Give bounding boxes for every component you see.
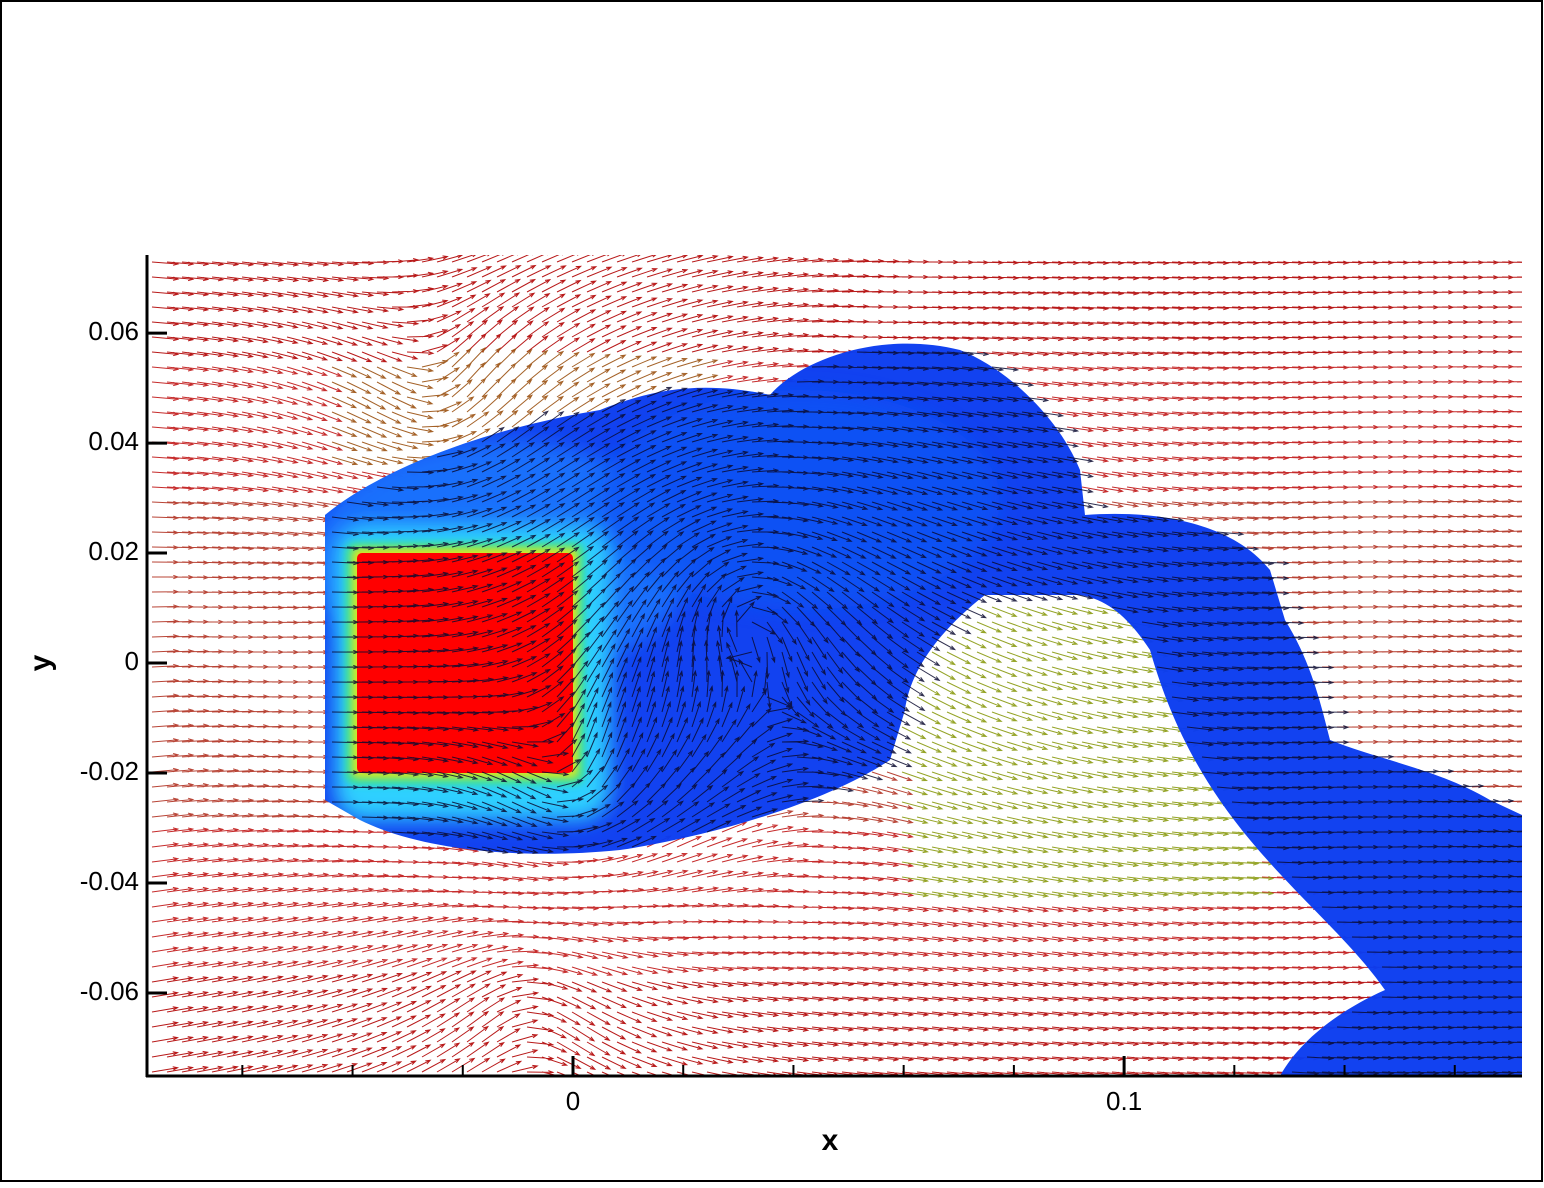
y-tick-label: 0 bbox=[125, 646, 139, 676]
y-tick-label: 0.02 bbox=[88, 536, 139, 566]
page: {"chart_data": {"type": "vector", "xlabe… bbox=[0, 0, 1544, 1183]
y-tick-label: -0.04 bbox=[80, 866, 139, 896]
x-tick-label: 0.1 bbox=[1106, 1086, 1142, 1116]
x-axis-label: x bbox=[822, 1124, 839, 1157]
x-tick-label: 0 bbox=[566, 1086, 580, 1116]
y-tick-label: 0.04 bbox=[88, 426, 139, 456]
solid-body bbox=[357, 553, 573, 773]
chart: x y 0 0.1 -0.06 -0.04 -0.02 0 0.02 0.04 0.06 bbox=[0, 0, 1544, 1183]
y-tick-label: -0.02 bbox=[80, 756, 139, 786]
y-axis-label: y bbox=[24, 654, 57, 671]
y-tick-label: 0.06 bbox=[88, 316, 139, 346]
y-tick-label: -0.06 bbox=[80, 976, 139, 1006]
